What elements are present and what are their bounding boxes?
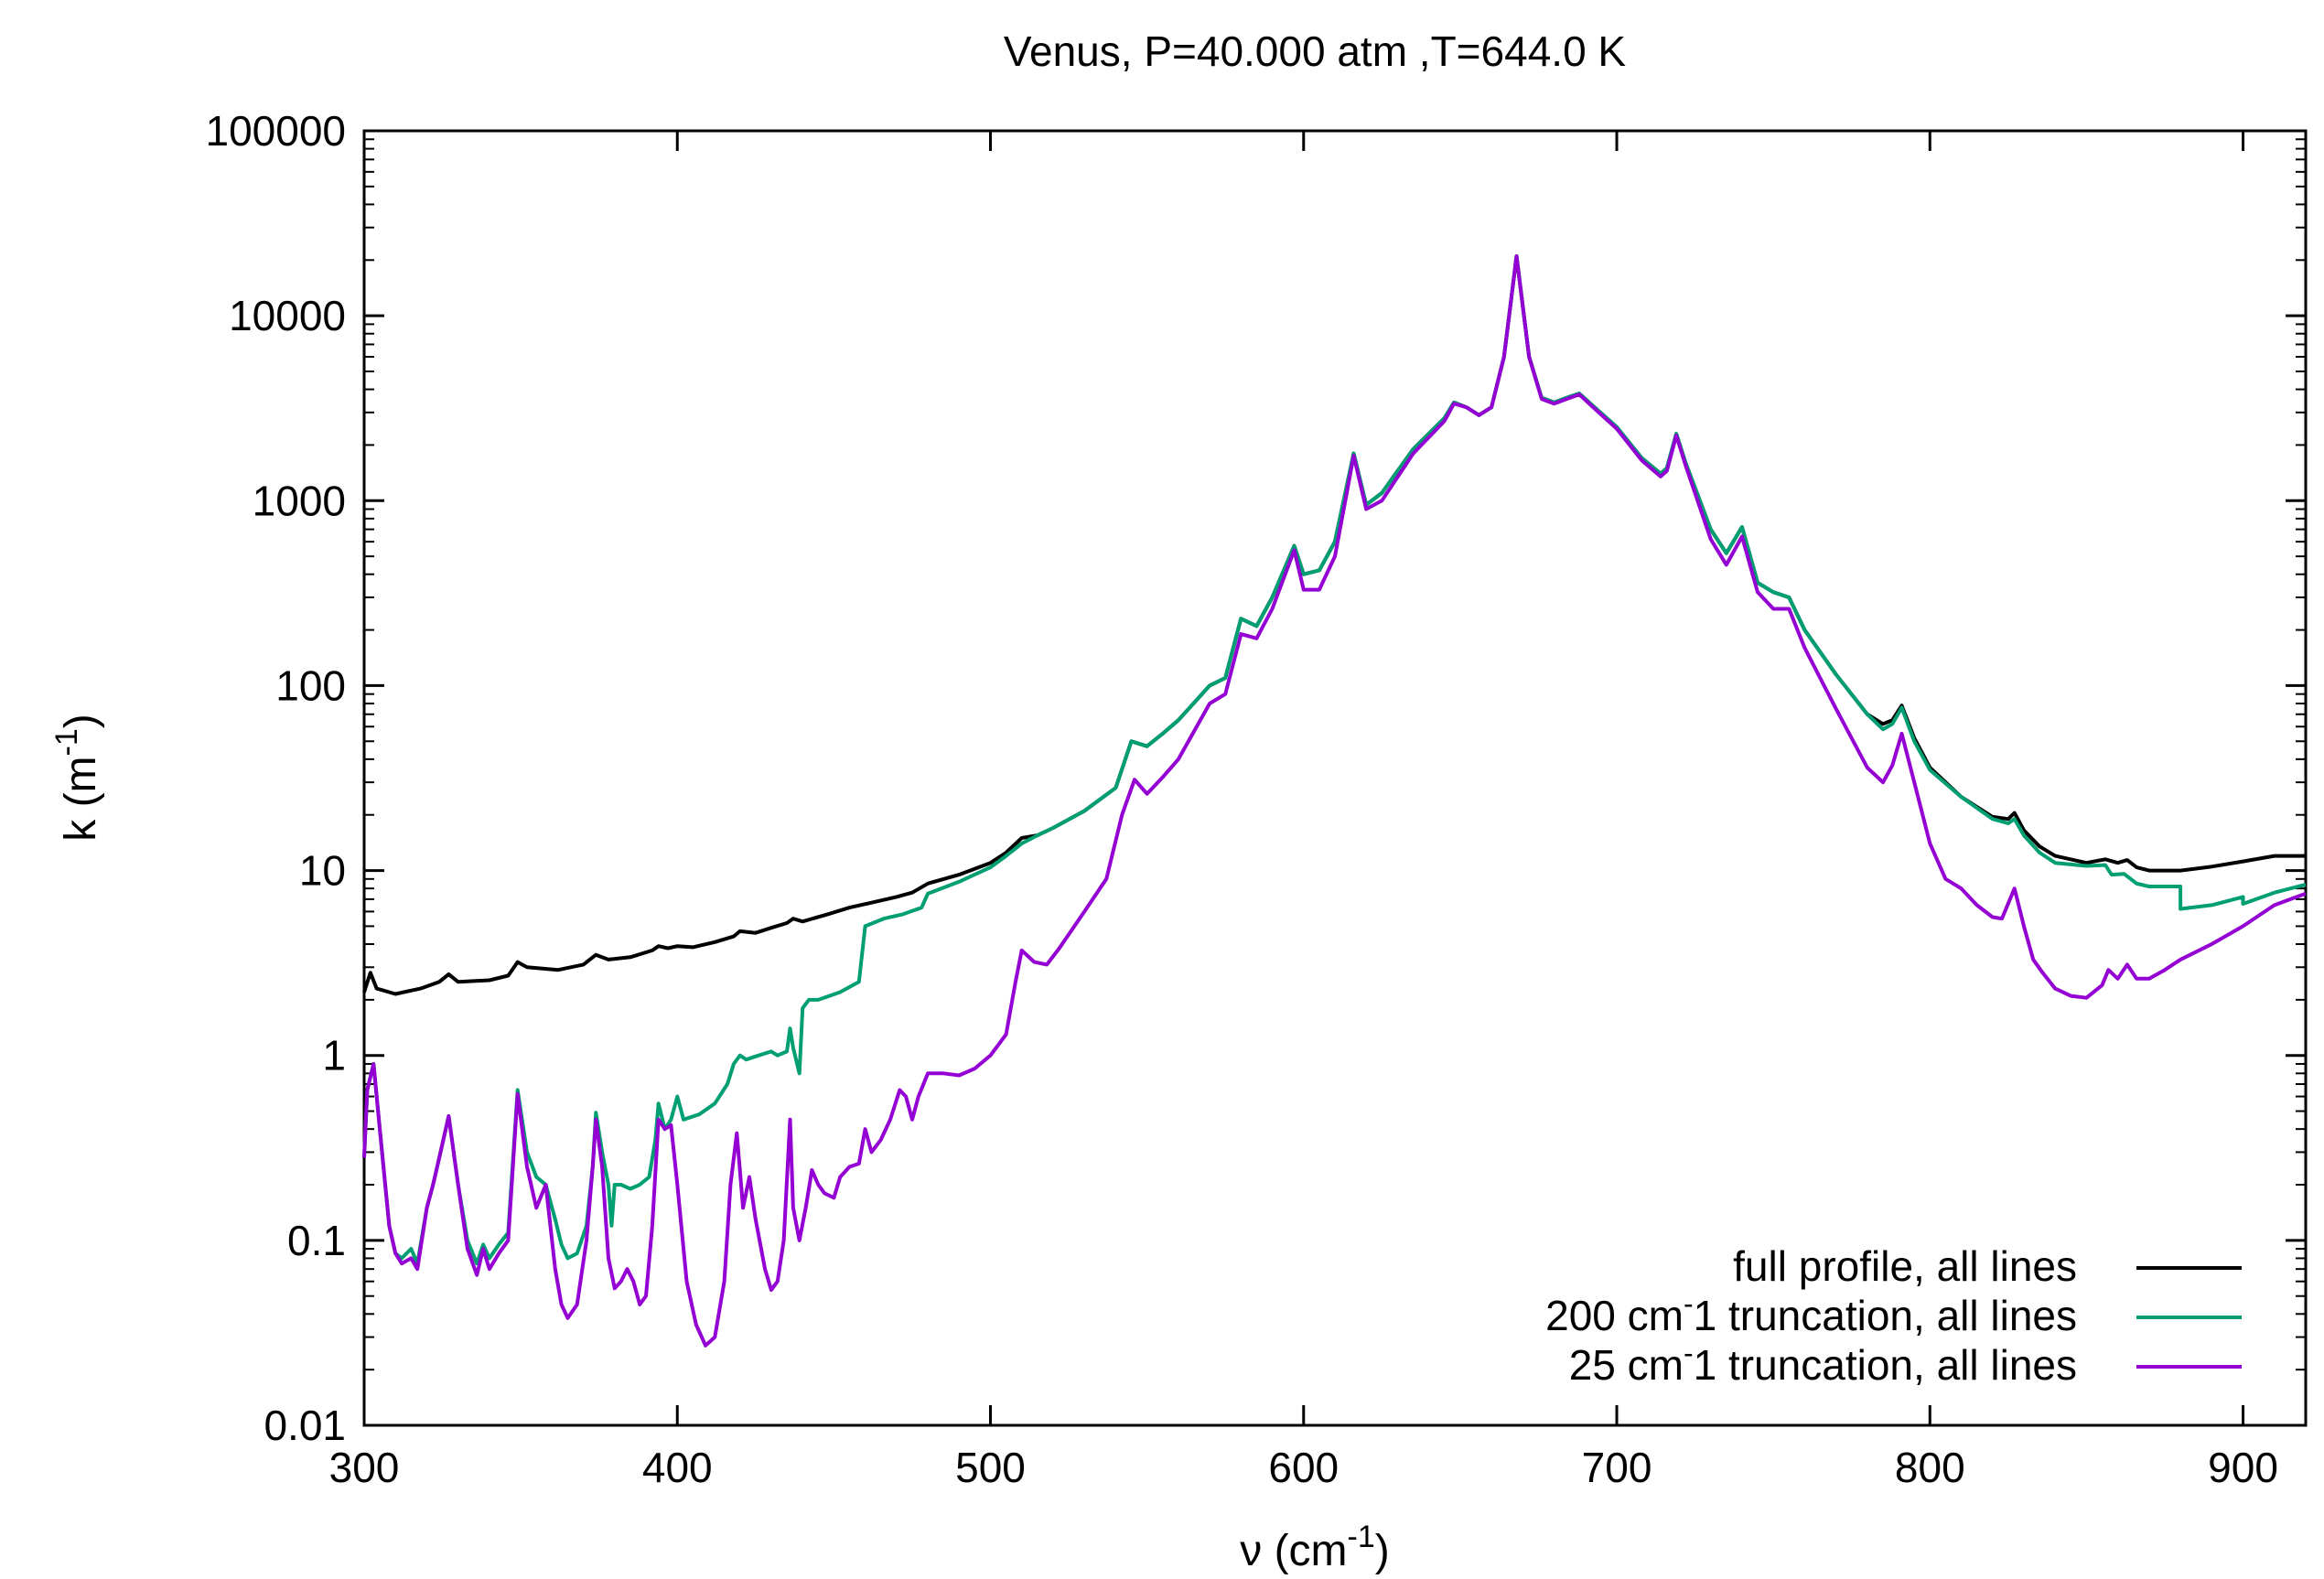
plot-frame — [362, 129, 2308, 1427]
chart-title: Venus, P=40.000 atm ,T=644.0 K — [1004, 27, 1627, 75]
x-tick-label: 300 — [329, 1444, 400, 1491]
y-tick-label: 0.1 — [287, 1217, 346, 1264]
x-axis-ticks: 300 400 500 600 700 800 900 — [329, 131, 2278, 1491]
y-tick-label: 1000 — [253, 477, 346, 524]
series-line-3 — [362, 254, 2307, 1348]
series-line-1 — [362, 254, 2306, 996]
y-tick-label: 100000 — [206, 107, 347, 155]
x-tick-label: 900 — [2208, 1444, 2278, 1491]
x-tick-label: 800 — [1895, 1444, 1965, 1491]
x-tick-label: 600 — [1268, 1444, 1339, 1491]
y-tick-label: 0.01 — [264, 1402, 346, 1449]
y-axis-ticks: 0.01 0.1 1 10 100 1000 10000 100000 — [206, 107, 2306, 1449]
x-axis-title: ν (cm-1) — [1240, 1520, 1390, 1575]
legend-label: full profile, all lines — [1733, 1242, 2077, 1290]
y-tick-label: 1 — [322, 1032, 346, 1080]
x-tick-label: 500 — [955, 1444, 1026, 1491]
x-tick-label: 700 — [1582, 1444, 1652, 1491]
y-tick-label: 10000 — [229, 292, 346, 339]
y-tick-label: 10 — [299, 847, 346, 895]
y-axis-title: k (m-1) — [49, 714, 105, 842]
series-line-2 — [362, 254, 2307, 1266]
legend-label: 200 cm-1 truncation, all lines — [1545, 1287, 2077, 1339]
series-lines — [362, 254, 2307, 1348]
y-tick-label: 100 — [275, 661, 346, 709]
x-tick-label: 400 — [642, 1444, 713, 1491]
legend-label: 25 cm-1 truncation, all lines — [1569, 1337, 2077, 1389]
